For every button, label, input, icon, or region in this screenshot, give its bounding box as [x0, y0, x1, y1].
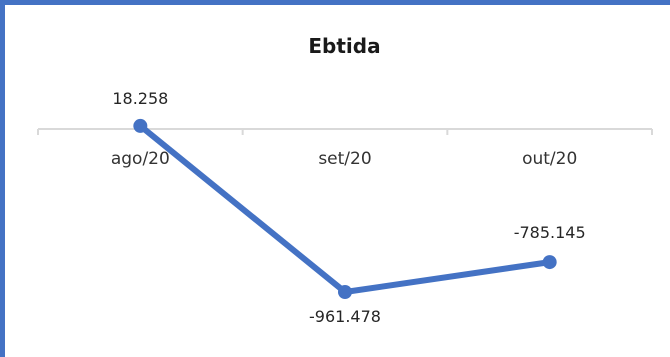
- data-point: [133, 118, 148, 133]
- data-label: 18.258: [112, 89, 168, 108]
- data-labels-group: 18.258 -961.478 -785.145: [112, 89, 585, 326]
- category-axis: ago/20 set/20 out/20: [37, 128, 653, 169]
- data-point: [338, 285, 352, 299]
- data-point: [542, 255, 557, 270]
- x-tick-label: out/20: [522, 149, 577, 169]
- data-label: -785.145: [514, 223, 586, 242]
- series-points-group: [133, 118, 557, 299]
- x-tick-label: ago/20: [111, 149, 170, 169]
- data-label: -961.478: [309, 307, 381, 326]
- chart-title: Ebtida: [308, 34, 381, 58]
- x-tick-label: set/20: [318, 149, 371, 169]
